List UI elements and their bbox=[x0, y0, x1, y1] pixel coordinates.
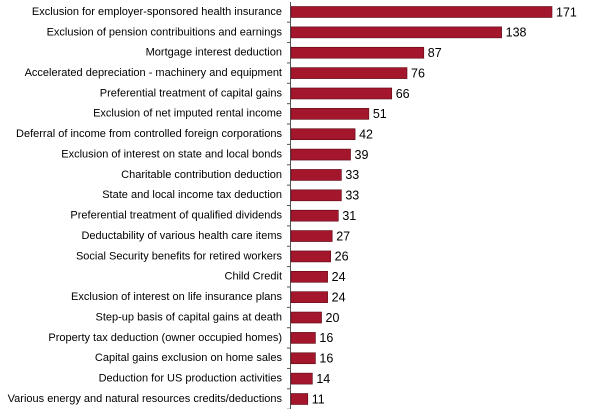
y-tick-label: Exclusion of interest on life insurance … bbox=[71, 291, 282, 303]
y-tick-label: Step-up basis of capital gains at death bbox=[95, 311, 282, 323]
data-label: 66 bbox=[396, 87, 410, 101]
y-tick-label: Property tax deduction (owner occupied h… bbox=[48, 332, 282, 344]
data-label: 39 bbox=[355, 148, 369, 162]
data-label: 14 bbox=[316, 372, 330, 386]
y-tick-label: Accelerated depreciation - machinery and… bbox=[25, 67, 282, 79]
data-label: 16 bbox=[319, 331, 333, 345]
y-tick-label: State and local income tax deduction bbox=[102, 189, 282, 201]
y-tick-label: Preferential treatment of qualified divi… bbox=[70, 210, 282, 222]
data-label: 51 bbox=[373, 107, 387, 121]
bar bbox=[290, 6, 553, 18]
bar bbox=[290, 46, 425, 59]
y-tick-label: Deferral of income from controlled forei… bbox=[16, 128, 282, 140]
y-tick-label: Social Security benefits for retired wor… bbox=[76, 250, 283, 262]
data-label: 33 bbox=[345, 168, 359, 182]
y-tick-label: Mortgage interest deduction bbox=[146, 47, 282, 59]
bar bbox=[290, 67, 408, 79]
data-label: 87 bbox=[428, 46, 442, 60]
y-tick-label: Child Credit bbox=[225, 271, 282, 283]
y-tick-label: Preferential treatment of capital gains bbox=[100, 87, 283, 99]
data-label: 31 bbox=[342, 209, 356, 223]
data-label: 76 bbox=[411, 66, 425, 80]
data-label: 42 bbox=[359, 128, 373, 142]
data-label: 11 bbox=[312, 392, 325, 406]
bar bbox=[290, 332, 316, 344]
bar bbox=[290, 291, 328, 303]
bar bbox=[290, 311, 322, 324]
data-label: 26 bbox=[335, 250, 349, 264]
y-tick-label: Exclusion of net imputed rental income bbox=[93, 108, 282, 120]
bar bbox=[290, 128, 356, 141]
data-label: 20 bbox=[326, 311, 340, 325]
bar bbox=[290, 189, 342, 202]
bar bbox=[290, 108, 370, 120]
bar bbox=[290, 26, 502, 39]
y-tick-label: Exclusion of interest on state and local… bbox=[61, 148, 282, 160]
bar bbox=[290, 250, 331, 263]
y-tick-label: Exclusion of pension contribuitions and … bbox=[47, 26, 283, 38]
bar bbox=[290, 393, 309, 405]
data-label: 27 bbox=[336, 229, 350, 243]
bar bbox=[290, 352, 316, 365]
y-tick-label: Exclusion for employer-sponsored health … bbox=[32, 6, 282, 18]
data-label: 33 bbox=[345, 189, 359, 203]
data-label: 171 bbox=[556, 5, 577, 19]
data-label: 24 bbox=[332, 270, 346, 284]
data-label: 24 bbox=[332, 290, 346, 304]
y-tick-label: Deduction for US production activities bbox=[99, 373, 283, 385]
bar bbox=[290, 270, 328, 283]
bar bbox=[290, 372, 313, 385]
bar bbox=[290, 169, 342, 181]
y-tick-label: Charitable contribution deduction bbox=[121, 169, 282, 181]
y-tick-label: Deductability of various health care ite… bbox=[81, 230, 282, 242]
y-tick-label: Various energy and natural resources cre… bbox=[8, 393, 283, 405]
data-label: 138 bbox=[506, 26, 527, 40]
y-tick-label: Capital gains exclusion on home sales bbox=[95, 352, 283, 364]
data-label: 16 bbox=[319, 352, 333, 366]
bar bbox=[290, 209, 339, 222]
bar bbox=[290, 148, 351, 161]
bar bbox=[290, 230, 333, 242]
bar bbox=[290, 87, 393, 100]
